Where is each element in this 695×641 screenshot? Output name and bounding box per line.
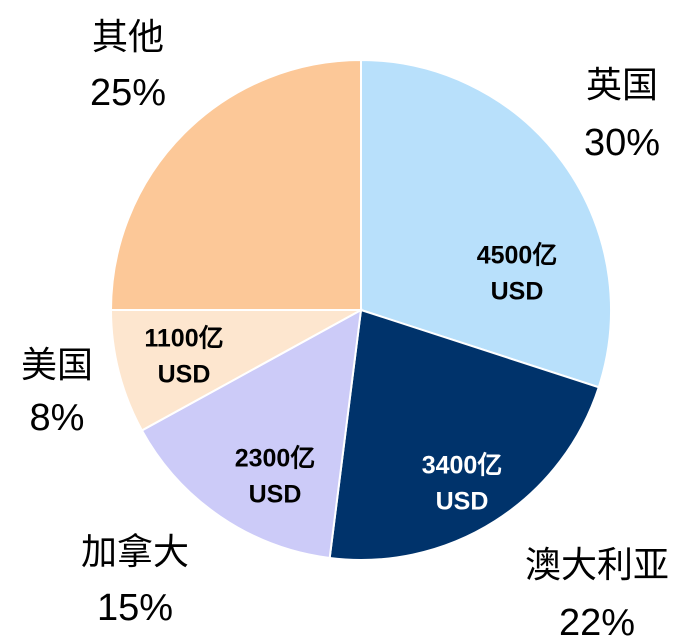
- data-label: 22%: [559, 602, 635, 641]
- slice-label: 3400亿: [422, 452, 503, 480]
- slice-label: 4500亿: [477, 242, 558, 270]
- slice-label: 1100亿: [144, 325, 223, 353]
- data-label: 25%: [90, 72, 166, 114]
- category-label: 美国: [21, 345, 93, 386]
- data-label: 15%: [97, 587, 173, 629]
- category-label: 英国: [586, 65, 658, 106]
- slice-label: USD: [249, 481, 302, 509]
- category-label: 加拿大: [81, 532, 189, 573]
- category-label: 澳大利亚: [525, 545, 669, 586]
- pie-slice: [328, 308, 601, 561]
- pie-slice: [109, 58, 362, 311]
- slice-label: USD: [158, 361, 211, 389]
- slice-label: 2300亿: [235, 445, 316, 473]
- pie-slice: [140, 308, 363, 560]
- category-label: 其他: [92, 17, 164, 58]
- pie-slice: [360, 58, 612, 389]
- pie-slice: [109, 309, 362, 432]
- slice-label: USD: [436, 488, 489, 516]
- data-label: 30%: [584, 122, 660, 164]
- data-label: 8%: [30, 397, 85, 439]
- slice-label: USD: [491, 278, 544, 306]
